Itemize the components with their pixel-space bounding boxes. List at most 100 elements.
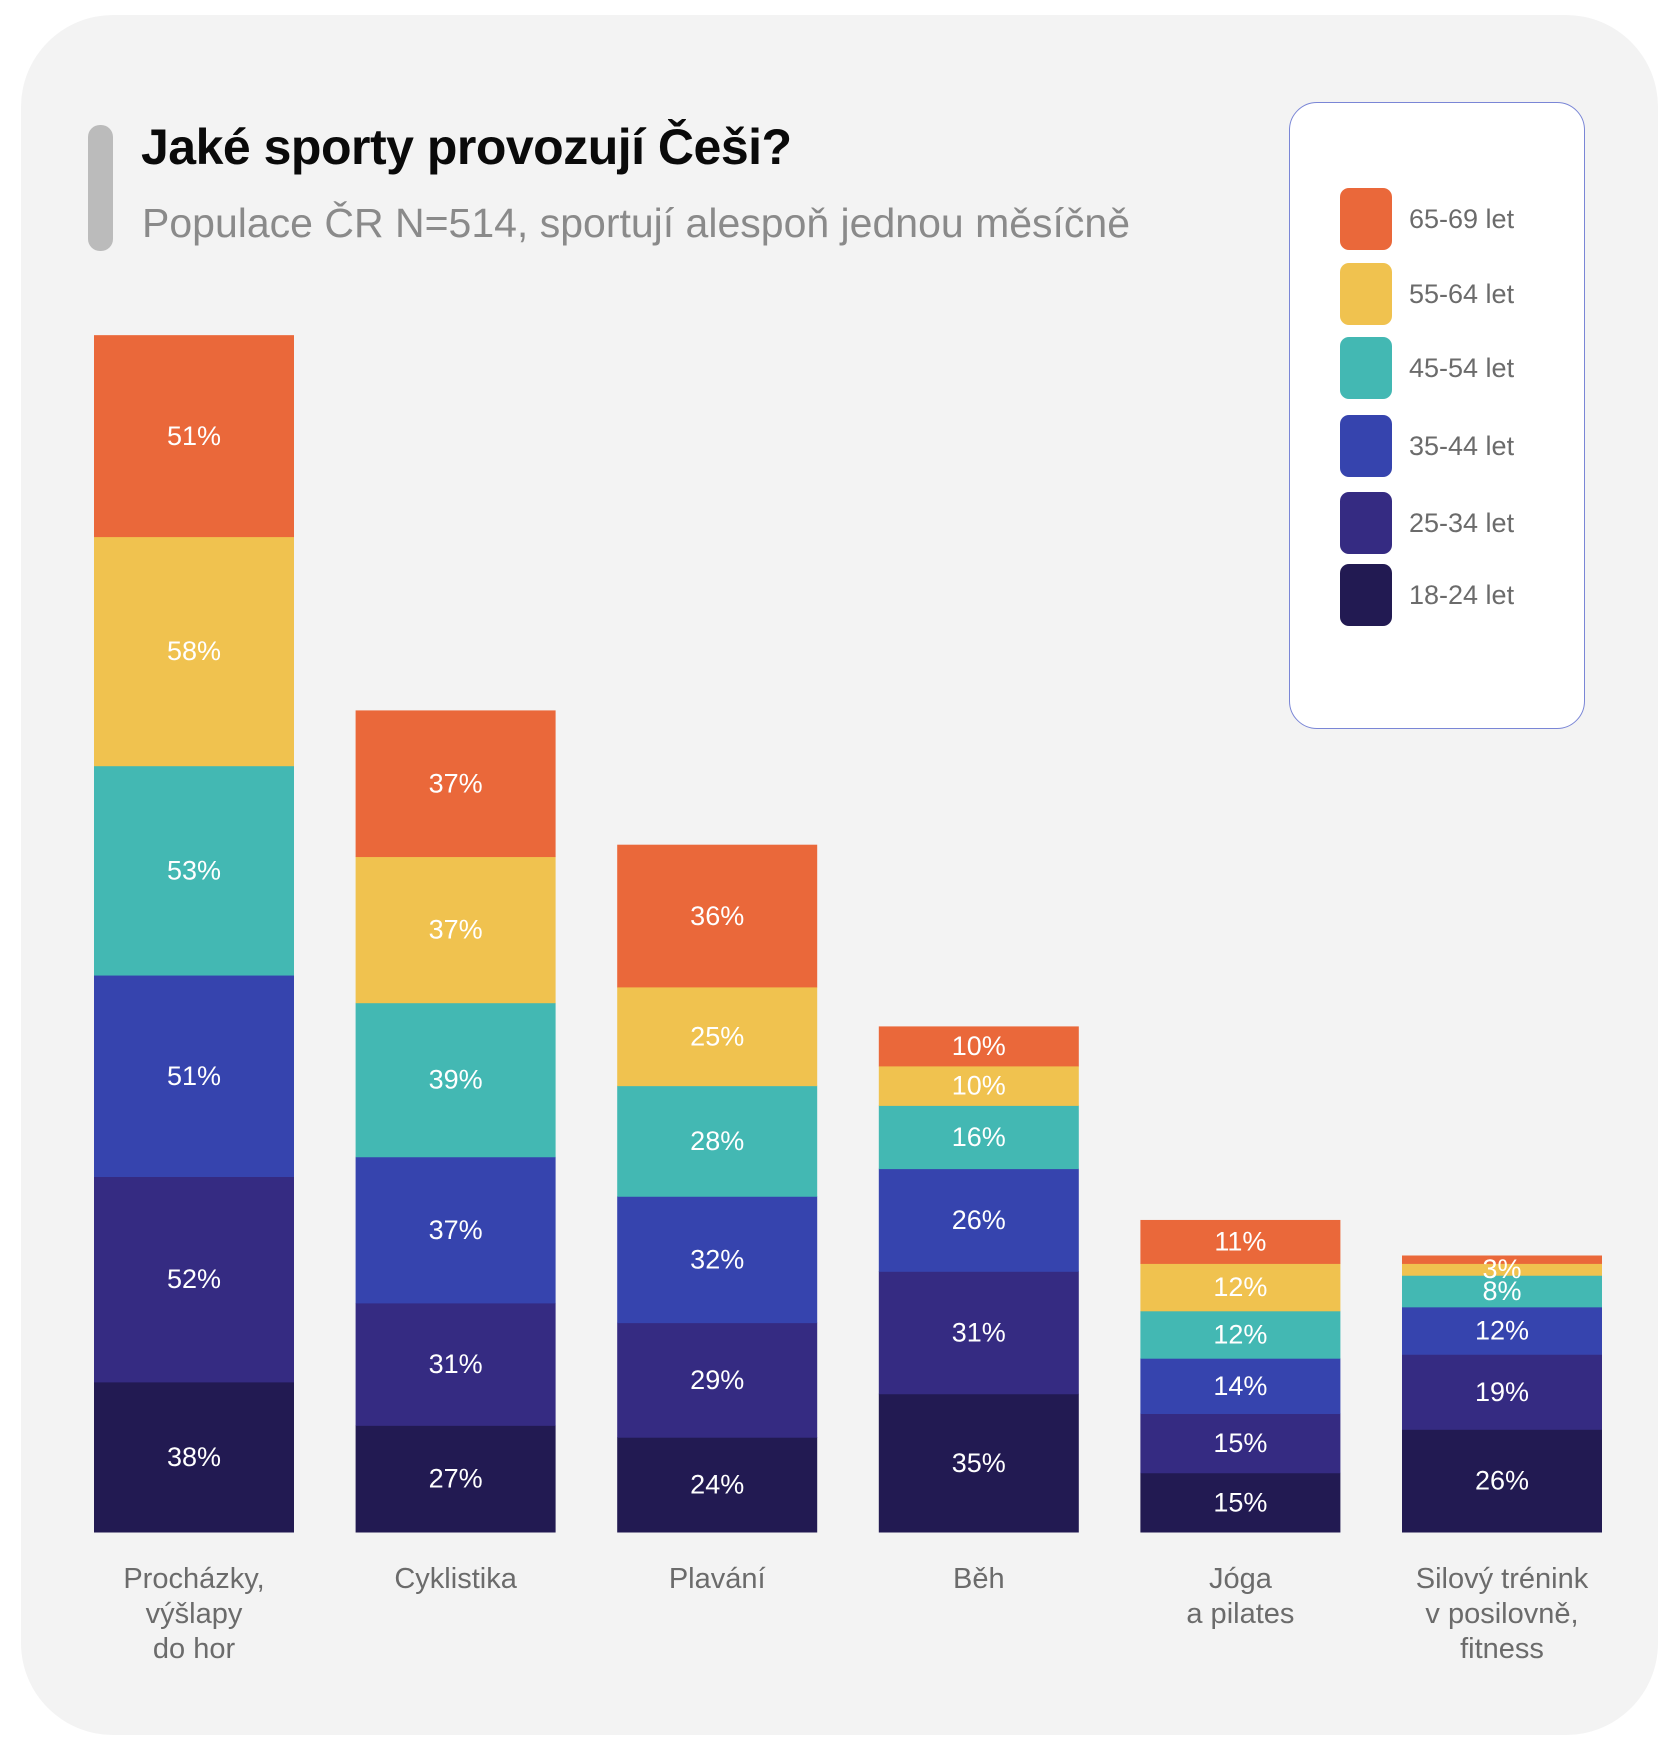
segment-value-label: 32%	[690, 1244, 744, 1274]
segment-value-label: 12%	[1475, 1316, 1529, 1346]
bar-segment	[355, 1425, 556, 1533]
segment-value-label: 15%	[1213, 1487, 1267, 1517]
bar-segment	[1402, 1275, 1602, 1308]
chart-title: Jaké sporty provozují Češi?	[141, 119, 792, 175]
legend-swatch	[1340, 188, 1392, 250]
legend-item: 35-44 let	[1340, 415, 1514, 477]
category-label: Procházky, výšlapy do hor	[123, 1563, 265, 1665]
bar-segment	[1402, 1255, 1602, 1264]
legend-label: 18-24 let	[1409, 579, 1515, 610]
bar-segment	[617, 1437, 818, 1533]
legend-label: 35-44 let	[1409, 430, 1515, 461]
legend-swatch	[1340, 415, 1392, 477]
segment-value-label: 26%	[952, 1205, 1006, 1235]
bar-segment	[1140, 1358, 1341, 1414]
legend-swatch	[1340, 337, 1392, 399]
segment-value-label: 35%	[952, 1448, 1006, 1478]
category-label: Cyklistika	[394, 1563, 517, 1595]
bar-segment	[1402, 1306, 1602, 1355]
bar-segment	[94, 765, 294, 976]
segment-value-label: 10%	[952, 1031, 1006, 1061]
legend-swatch	[1340, 564, 1392, 626]
bar-segment	[878, 1065, 1079, 1106]
segment-value-label: 10%	[952, 1071, 1006, 1101]
segment-value-label: 27%	[429, 1464, 483, 1494]
legend-label: 45-54 let	[1409, 352, 1515, 383]
bar-segment	[94, 1176, 294, 1383]
segment-value-label: 51%	[167, 421, 221, 451]
bar-stack: 15% 15% 14% 12% 12% 11%	[1140, 1219, 1341, 1533]
category-label: Plavání	[668, 1563, 766, 1595]
segment-value-label: 38%	[167, 1442, 221, 1472]
segment-value-label: 28%	[690, 1126, 744, 1156]
bar-segment	[1140, 1472, 1341, 1533]
bar-segment	[878, 1393, 1079, 1533]
segment-value-label: 37%	[429, 1215, 483, 1245]
segment-value-label: 15%	[1213, 1428, 1267, 1458]
segment-value-label: 25%	[690, 1021, 744, 1051]
bar-segment	[878, 1271, 1079, 1395]
bar-segment	[94, 975, 294, 1177]
bar-segment	[94, 1381, 294, 1533]
segment-value-label: 51%	[167, 1061, 221, 1091]
title-accent-bar	[88, 125, 113, 251]
segment-value-label: 8%	[1482, 1276, 1521, 1306]
bar-segment	[1140, 1310, 1341, 1359]
segment-value-label: 11%	[1214, 1227, 1266, 1257]
legend-item: 45-54 let	[1340, 337, 1514, 399]
bar-segment	[94, 335, 294, 538]
segment-value-label: 37%	[429, 915, 483, 945]
bar-segment	[878, 1026, 1079, 1067]
category-label: Silový trénink v posilovně, fitness	[1415, 1563, 1589, 1665]
legend-item: 55-64 let	[1340, 263, 1514, 325]
category-label: Jóga a pilates	[1186, 1563, 1295, 1630]
legend-item: 65-69 let	[1340, 188, 1514, 250]
category-label: Běh	[952, 1563, 1005, 1595]
legend-swatch	[1340, 492, 1392, 554]
segment-value-label: 53%	[167, 855, 221, 885]
segment-value-label: 3%	[1482, 1254, 1521, 1284]
bar-segment	[355, 1156, 556, 1304]
segment-value-label: 31%	[952, 1318, 1006, 1348]
segment-value-label: 12%	[1213, 1320, 1267, 1350]
bar-stack: 26% 19% 12% 8%3%	[1402, 1254, 1602, 1533]
segment-value-label: 52%	[167, 1264, 221, 1294]
bar-stack: 27% 31% 37% 39% 37% 37%	[355, 710, 556, 1533]
legend-item: 18-24 let	[1340, 564, 1514, 626]
legend: 65-69 let 55-64 let 45-54 let 35-44 let …	[1289, 102, 1585, 729]
bar-stack: 24% 29% 32% 28% 25% 36%	[617, 844, 818, 1533]
segment-value-label: 14%	[1213, 1371, 1267, 1401]
bar-stack: 35% 31% 26% 16% 10% 10%	[878, 1026, 1079, 1533]
bar-segment	[1402, 1263, 1602, 1276]
bar-segment	[1402, 1354, 1602, 1430]
bar-segment	[878, 1105, 1079, 1170]
legend-item: 25-34 let	[1340, 492, 1514, 554]
segment-value-label: 24%	[690, 1470, 744, 1500]
bar-segment	[617, 986, 818, 1087]
bar-segment	[1140, 1413, 1341, 1474]
bar-segment	[617, 1196, 818, 1324]
bar-segment	[94, 536, 294, 767]
bar-stack: 38% 52% 51% 53% 58% 51%	[94, 335, 294, 1533]
bar-segment	[1402, 1429, 1602, 1533]
segment-value-label: 36%	[690, 901, 744, 931]
bar-segment	[617, 1085, 818, 1197]
bar-segment	[355, 856, 556, 1004]
segment-value-label: 12%	[1213, 1272, 1267, 1302]
segment-value-label: 58%	[167, 636, 221, 666]
bar-segment	[617, 1322, 818, 1438]
segment-value-label: 29%	[690, 1365, 744, 1395]
segment-value-label: 37%	[429, 768, 483, 798]
legend-label: 25-34 let	[1409, 507, 1515, 538]
legend-swatch	[1340, 263, 1392, 325]
bar-segment	[1140, 1263, 1341, 1312]
bar-segment	[617, 844, 818, 988]
bar-segment	[355, 1302, 556, 1426]
legend-label: 65-69 let	[1409, 203, 1515, 234]
segment-value-label: 26%	[1475, 1466, 1529, 1496]
bar-segment	[355, 1002, 556, 1158]
segment-value-label: 19%	[1475, 1377, 1529, 1407]
legend-label: 55-64 let	[1409, 278, 1515, 309]
segment-value-label: 16%	[952, 1122, 1006, 1152]
